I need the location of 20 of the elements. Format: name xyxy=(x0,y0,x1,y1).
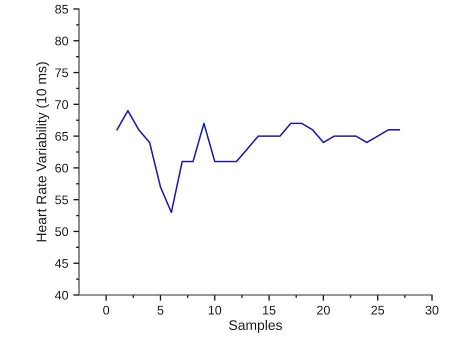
y-tick-label: 60 xyxy=(55,164,68,173)
y-tick-label: 40 xyxy=(54,290,68,300)
x-tick-label: 25 xyxy=(371,306,384,315)
x-tick-label: 10 xyxy=(208,306,222,315)
y-tick-label: 80 xyxy=(55,36,68,46)
x-tick-label: 5 xyxy=(157,306,164,315)
y-axis-title: Heart Rate Variability (10 ms) xyxy=(36,62,50,242)
y-tick-label: 45 xyxy=(54,259,68,268)
x-tick-label: 0 xyxy=(103,306,110,315)
x-tick-label: 20 xyxy=(317,306,330,315)
x-axis-title: Samples xyxy=(229,320,282,333)
y-tick-label: 70 xyxy=(55,100,68,109)
y-tick-label: 65 xyxy=(55,132,68,141)
y-tick-label: 50 xyxy=(55,227,68,236)
y-tick-label: 75 xyxy=(55,68,68,78)
x-tick-label: 15 xyxy=(263,306,276,315)
y-tick-label: 55 xyxy=(55,196,68,204)
x-tick-label: 30 xyxy=(426,306,438,315)
y-tick-label: 85 xyxy=(55,4,68,14)
line-series xyxy=(116,110,400,214)
